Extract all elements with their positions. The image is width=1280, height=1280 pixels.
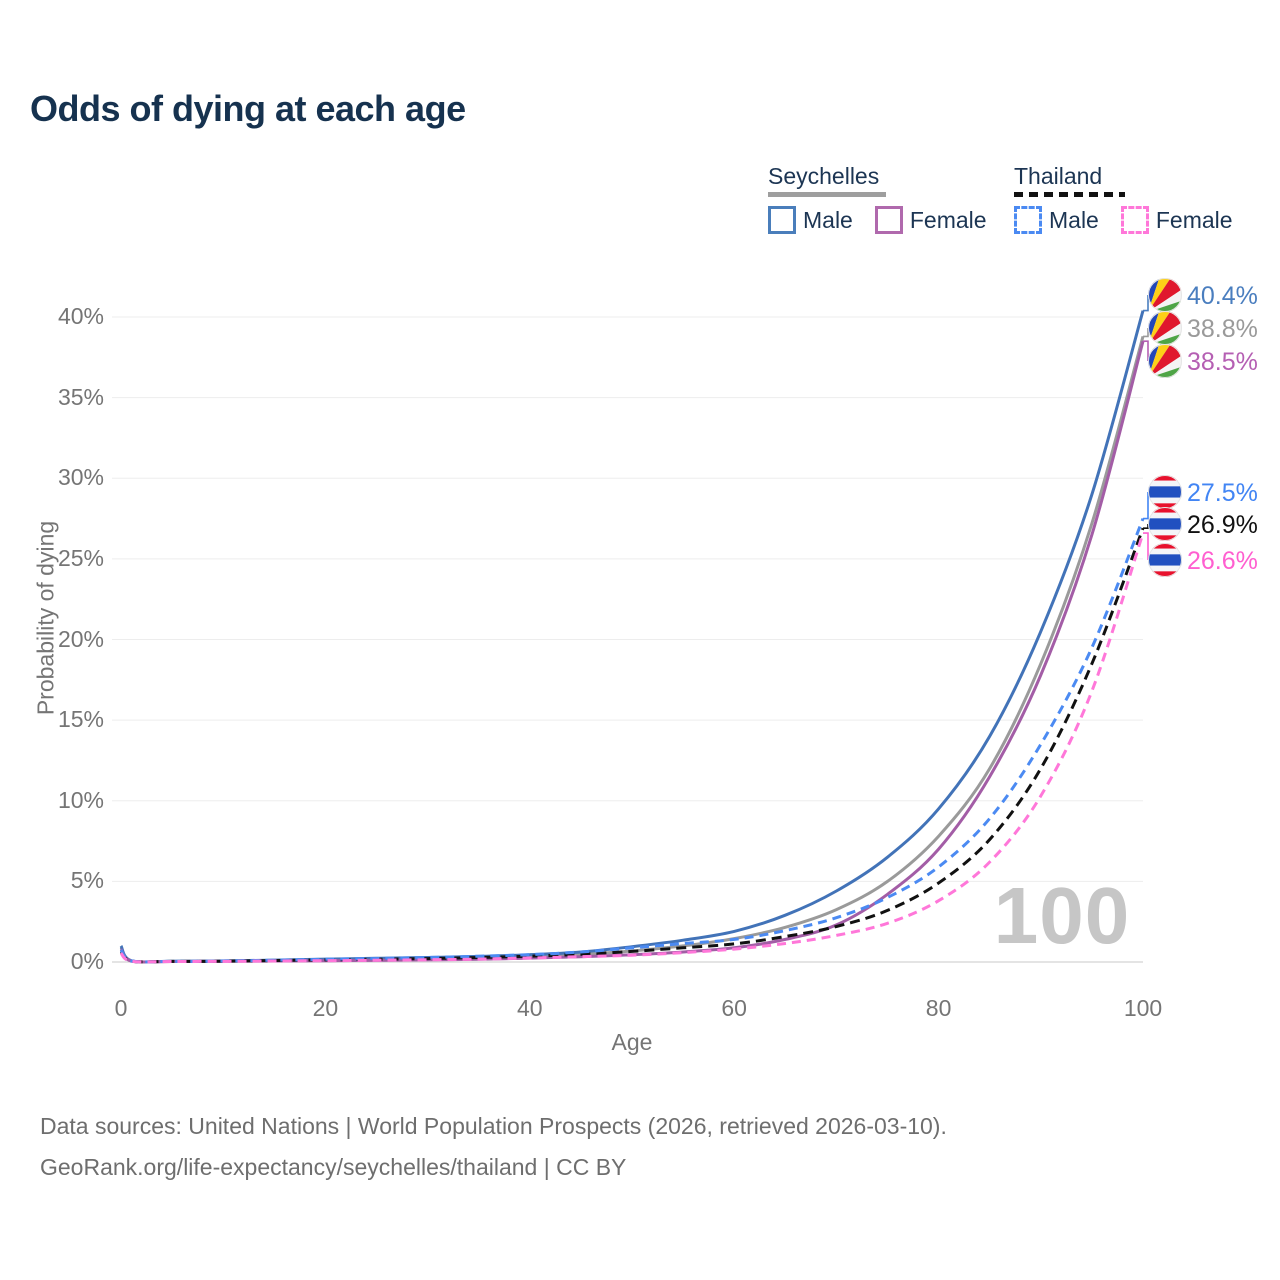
legend-item-label: Male — [803, 206, 853, 233]
footer-url-line: GeoRank.org/life-expectancy/seychelles/t… — [40, 1154, 627, 1180]
series-line-thailand-female — [119, 532, 1145, 964]
legend-swatch-icon — [1014, 206, 1042, 234]
series-line-thailand-both-sexes — [119, 527, 1145, 964]
x-tick-label: 60 — [721, 995, 747, 1021]
y-tick-label: 35% — [57, 383, 104, 410]
x-tick-label: 80 — [925, 995, 952, 1021]
flag-ring — [1148, 543, 1182, 577]
end-label-thailand-both-sexes: 26.9% — [1187, 511, 1258, 539]
series-line-seychelles-male — [119, 310, 1145, 964]
x-axis-title: Age — [611, 1029, 653, 1055]
legend-item-label: Female — [909, 206, 987, 233]
end-label-connector — [1143, 492, 1149, 520]
legend-group-thailand: Thailand Male Female — [1014, 163, 1255, 234]
legend-item-thailand-male: Male — [1014, 206, 1099, 234]
footer-source-line: Data sources: United Nations | World Pop… — [40, 1113, 947, 1139]
end-label-connector — [1143, 328, 1149, 338]
thailand-flag-icon — [1148, 543, 1182, 577]
x-tick-label: 100 — [1123, 995, 1163, 1021]
end-label-seychelles-female: 38.5% — [1187, 348, 1258, 376]
end-label-connector — [1143, 524, 1149, 529]
y-tick-label: 20% — [57, 625, 104, 652]
end-label-connector — [1143, 295, 1149, 312]
legend-country-label: Thailand — [1014, 163, 1103, 189]
y-tick-label: 10% — [57, 786, 104, 813]
legend-country-label: Seychelles — [768, 163, 880, 189]
legend-item-thailand-female: Female — [1120, 206, 1233, 234]
series-line-thailand-male — [119, 518, 1145, 964]
footer: Data sources: United Nations | World Pop… — [40, 1106, 947, 1188]
legend-swatch-icon — [768, 206, 796, 234]
end-label-thailand-male: 27.5% — [1187, 479, 1258, 507]
y-tick-label: 25% — [57, 544, 104, 571]
flag-ring — [1148, 507, 1182, 541]
x-tick-label: 0 — [114, 995, 128, 1021]
end-label-thailand-female: 26.6% — [1187, 547, 1258, 575]
y-tick-label: 15% — [57, 706, 104, 733]
end-label-seychelles-both-sexes: 38.8% — [1187, 315, 1258, 343]
thailand-flag-icon — [1148, 475, 1182, 509]
end-label-connector — [1143, 340, 1149, 361]
end-label-seychelles-male: 40.4% — [1187, 282, 1258, 310]
end-label-connector — [1143, 532, 1149, 560]
y-tick-label: 40% — [57, 303, 104, 329]
legend-linestyle-sample — [1014, 192, 1125, 197]
legend-linestyle-sample — [768, 192, 886, 197]
legend-item-label: Male — [1049, 206, 1099, 233]
y-tick-label: 0% — [70, 948, 104, 974]
legend-item-seychelles-female: Female — [874, 206, 987, 234]
age-watermark: 100 — [993, 871, 1131, 960]
legend-swatch-icon — [874, 206, 903, 234]
y-tick-label: 5% — [70, 867, 104, 894]
x-tick-label: 40 — [517, 995, 543, 1021]
series-line-seychelles-female — [119, 340, 1145, 964]
y-tick-label: 30% — [57, 464, 104, 491]
series-line-seychelles-both-sexes — [119, 336, 1145, 964]
flag-ring — [1148, 344, 1182, 378]
legend-swatch-icon — [1120, 206, 1149, 234]
thailand-flag-icon — [1148, 507, 1182, 541]
legend-item-seychelles-male: Male — [768, 206, 853, 234]
legend-group-seychelles: Seychelles Male Female — [768, 163, 1009, 234]
legend-item-label: Female — [1155, 206, 1233, 233]
x-tick-label: 20 — [312, 995, 339, 1021]
chart-title: Odds of dying at each age — [30, 88, 466, 129]
